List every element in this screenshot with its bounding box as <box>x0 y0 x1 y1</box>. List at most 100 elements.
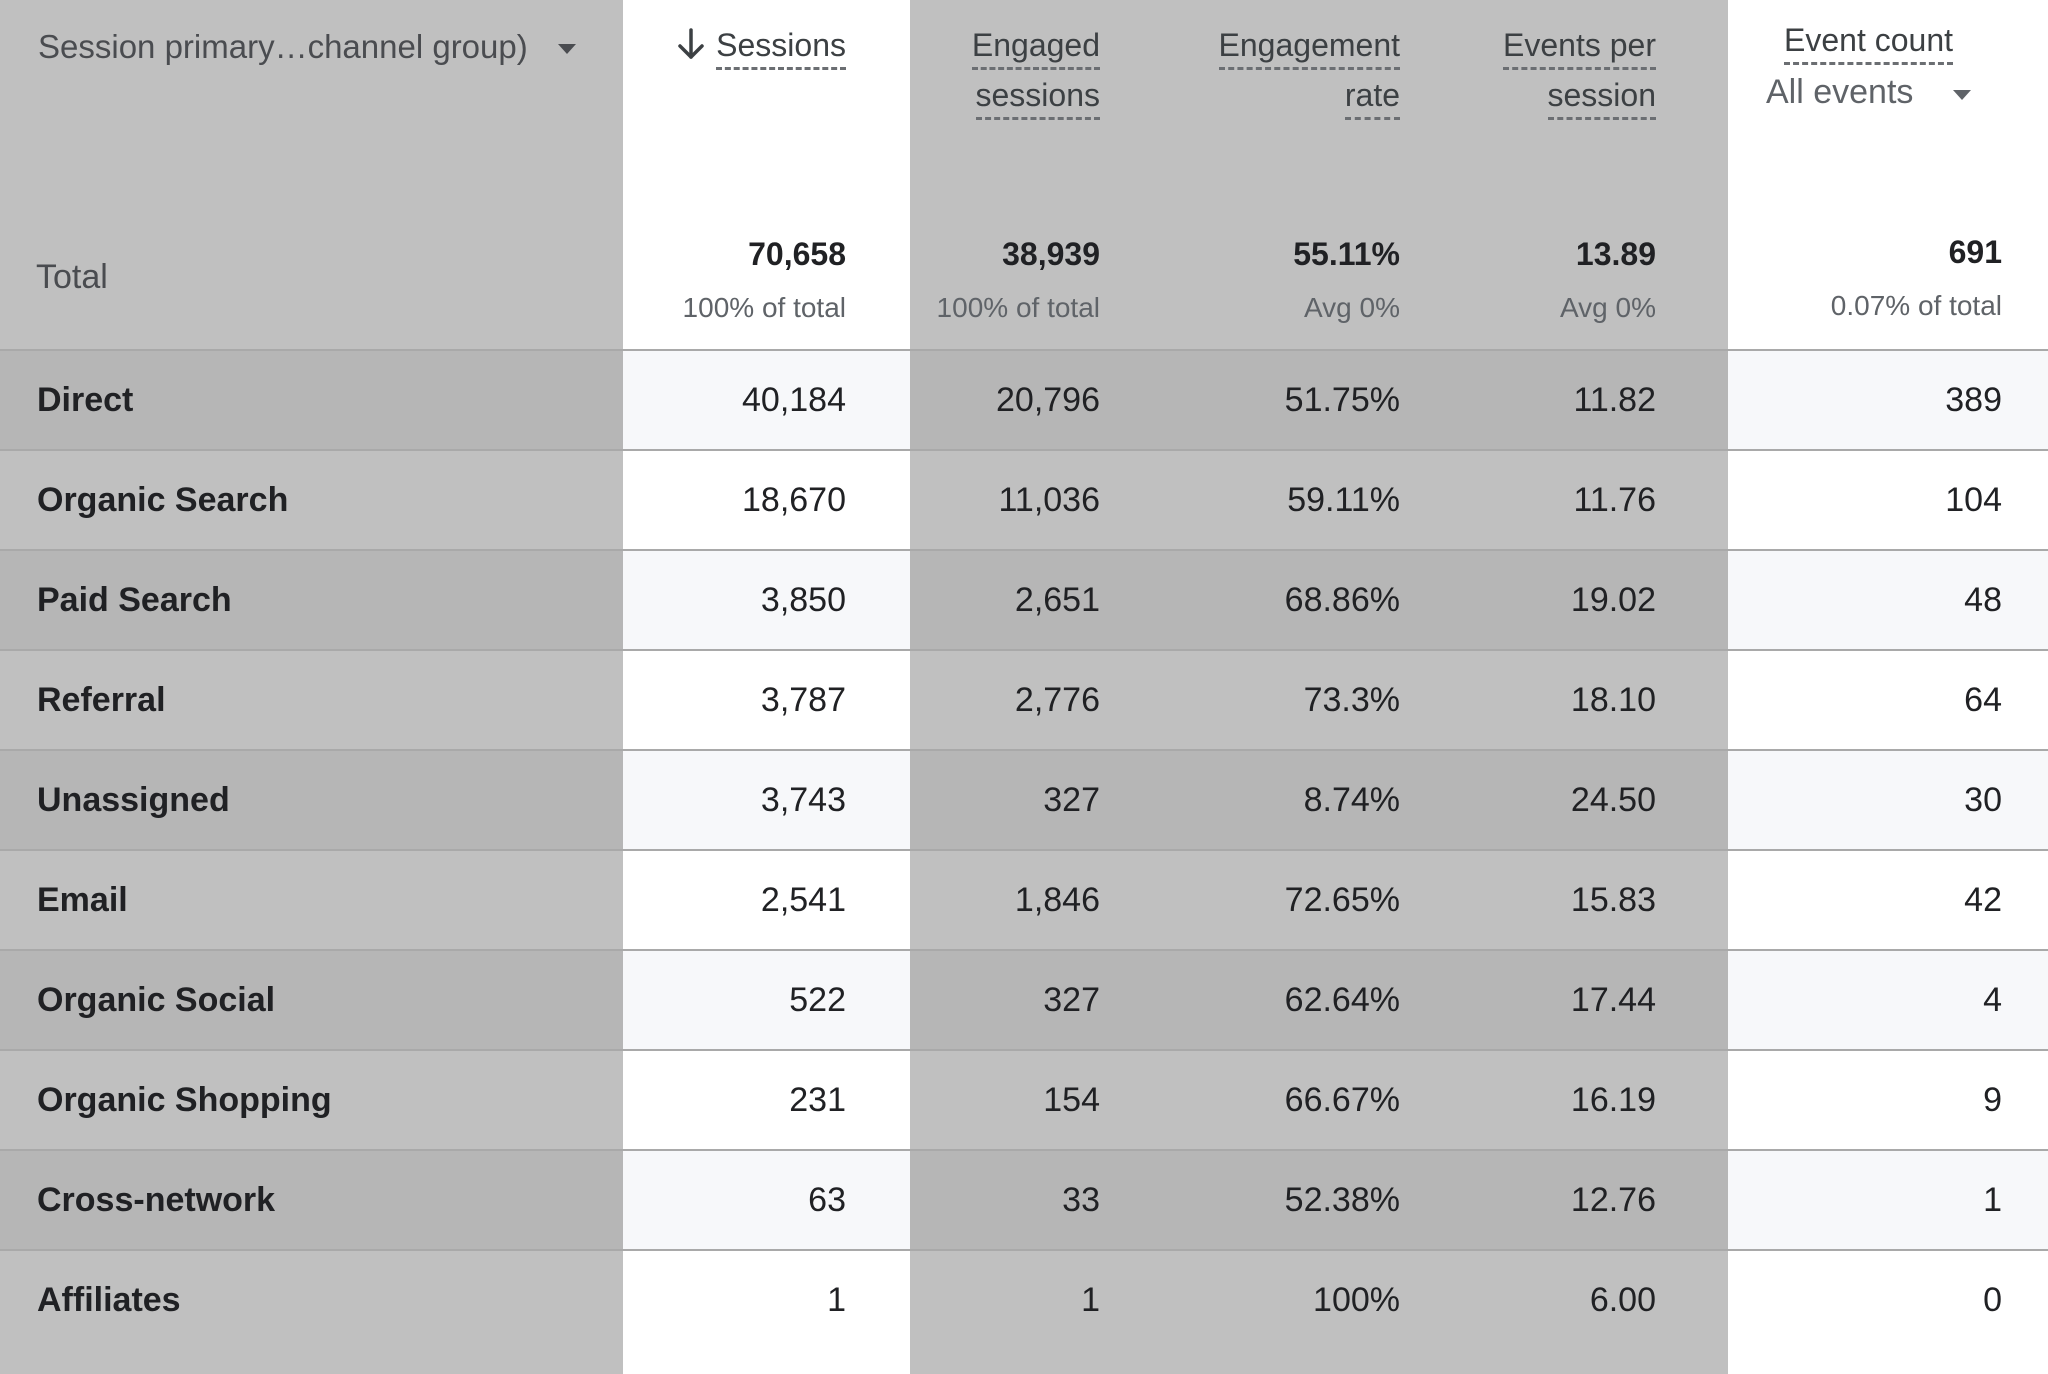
event-count-column-background <box>1728 0 2048 1374</box>
channel-name-cell[interactable]: Paid Search <box>37 581 232 619</box>
caret-down-icon[interactable] <box>1953 89 1972 100</box>
row-shade <box>0 949 2048 1049</box>
row-shade-segment <box>910 549 1728 649</box>
engagement-rate-cell: 51.75% <box>1284 381 1400 419</box>
row-shade <box>0 549 2048 649</box>
event-count-cell: 389 <box>1945 381 2002 419</box>
engaged-sessions-cell: 327 <box>1043 981 1100 1019</box>
row-shade-segment <box>0 949 623 1049</box>
events-per-session-cell: 19.02 <box>1570 581 1656 619</box>
events-per-session-cell: 18.10 <box>1570 681 1656 719</box>
sessions-cell: 18,670 <box>742 481 846 519</box>
engagement-rate-cell: 62.64% <box>1284 981 1400 1019</box>
events-per-session-cell: 11.82 <box>1573 381 1656 419</box>
sessions-cell: 3,787 <box>760 681 846 719</box>
engagement-rate-cell: 73.3% <box>1303 681 1400 719</box>
event-count-cell: 64 <box>1964 681 2002 719</box>
row-shade-segment <box>0 549 623 649</box>
caret-down-icon[interactable] <box>557 44 576 54</box>
column-header-event-count[interactable]: Event count All events <box>1740 20 2020 112</box>
row-shade-segment <box>910 749 1728 849</box>
engaged-sessions-cell: 2,776 <box>1014 681 1100 719</box>
row-shade-segment <box>623 349 910 449</box>
total-engaged-sessions-share: 100% of total <box>936 292 1100 323</box>
engagement-rate-header-line2: rate <box>1344 75 1400 120</box>
dimension-selector[interactable]: Session primary…channel group) <box>38 28 576 66</box>
sessions-cell: 2,541 <box>760 881 846 919</box>
row-shade-segment <box>1728 349 2048 449</box>
column-header-engaged-sessions[interactable]: Engaged sessions <box>920 20 1100 120</box>
row-shade-segment <box>910 949 1728 1049</box>
row-shade <box>0 1149 2048 1249</box>
engagement-rate-cell: 66.67% <box>1284 1081 1400 1119</box>
row-shade-segment <box>0 1149 623 1249</box>
row-shade-segment <box>910 1149 1728 1249</box>
engagement-rate-cell: 72.65% <box>1284 881 1400 919</box>
event-count-cell: 42 <box>1964 881 2002 919</box>
channel-name-cell[interactable]: Affiliates <box>37 1281 181 1319</box>
engagement-rate-cell: 100% <box>1313 1281 1400 1319</box>
engagement-rate-cell: 68.86% <box>1284 581 1400 619</box>
row-shade-segment <box>623 549 910 649</box>
event-count-cell: 0 <box>1983 1281 2002 1319</box>
row-shade-segment <box>623 1149 910 1249</box>
totals-label: Total <box>36 258 108 296</box>
column-header-engagement-rate[interactable]: Engagement rate <box>1150 20 1400 120</box>
channel-name-cell[interactable]: Organic Search <box>37 481 289 519</box>
events-per-session-header-line1: Events per <box>1503 25 1656 70</box>
row-divider <box>0 549 2048 551</box>
engaged-sessions-cell: 1,846 <box>1014 881 1100 919</box>
event-filter-selector[interactable]: All events <box>1766 73 2020 112</box>
engagement-rate-cell: 8.74% <box>1303 781 1400 819</box>
channel-name-cell[interactable]: Cross-network <box>37 1181 276 1219</box>
engaged-sessions-cell: 2,651 <box>1014 581 1100 619</box>
sessions-cell: 63 <box>808 1181 846 1219</box>
sessions-cell: 3,850 <box>760 581 846 619</box>
engagement-rate-cell: 52.38% <box>1284 1181 1400 1219</box>
events-per-session-cell: 11.76 <box>1573 481 1656 519</box>
row-shade-segment <box>1728 1149 2048 1249</box>
row-divider <box>0 349 2048 351</box>
events-per-session-cell: 12.76 <box>1570 1181 1656 1219</box>
channel-name-cell[interactable]: Email <box>37 881 128 919</box>
row-divider <box>0 849 2048 851</box>
column-header-sessions[interactable]: Sessions <box>650 20 846 70</box>
total-event-count-share: 0.07% of total <box>1830 290 2002 321</box>
event-count-cell: 9 <box>1983 1081 2002 1119</box>
event-count-header-label: Event count <box>1784 20 1953 65</box>
total-engaged-sessions: 38,939 <box>1002 236 1100 272</box>
metrics-column-background <box>910 0 1728 1374</box>
event-count-cell: 104 <box>1945 481 2002 519</box>
events-per-session-header-line2: session <box>1547 75 1656 120</box>
engaged-sessions-cell: 33 <box>1062 1181 1100 1219</box>
row-shade-segment <box>1728 949 2048 1049</box>
engagement-rate-cell: 59.11% <box>1287 481 1400 519</box>
total-event-count: 691 <box>1948 234 2002 270</box>
engaged-sessions-header-line1: Engaged <box>971 25 1100 70</box>
dimension-selector-label: Session primary…channel group) <box>38 28 528 65</box>
sessions-column-background <box>623 0 910 1374</box>
engaged-sessions-cell: 154 <box>1043 1081 1100 1119</box>
row-shade-segment <box>1728 749 2048 849</box>
arrow-down-icon[interactable] <box>676 27 706 61</box>
row-shade-segment <box>0 349 623 449</box>
row-divider <box>0 649 2048 651</box>
total-engagement-rate: 55.11% <box>1293 236 1400 272</box>
channel-name-cell[interactable]: Referral <box>37 681 166 719</box>
events-per-session-cell: 17.44 <box>1570 981 1656 1019</box>
channel-name-cell[interactable]: Unassigned <box>37 781 230 819</box>
row-divider <box>0 449 2048 451</box>
channel-name-cell[interactable]: Organic Social <box>37 981 276 1019</box>
event-count-cell: 48 <box>1964 581 2002 619</box>
event-count-cell: 1 <box>1983 1181 2002 1219</box>
channel-name-cell[interactable]: Organic Shopping <box>37 1081 332 1119</box>
engaged-sessions-header-line2: sessions <box>975 75 1100 120</box>
column-header-events-per-session[interactable]: Events per session <box>1440 20 1656 120</box>
event-count-cell: 30 <box>1964 781 2002 819</box>
engaged-sessions-cell: 1 <box>1081 1281 1100 1319</box>
total-engagement-rate-avg: Avg 0% <box>1304 292 1400 323</box>
channel-name-cell[interactable]: Direct <box>37 381 134 419</box>
sessions-cell: 3,743 <box>760 781 846 819</box>
total-events-per-session: 13.89 <box>1575 236 1656 272</box>
